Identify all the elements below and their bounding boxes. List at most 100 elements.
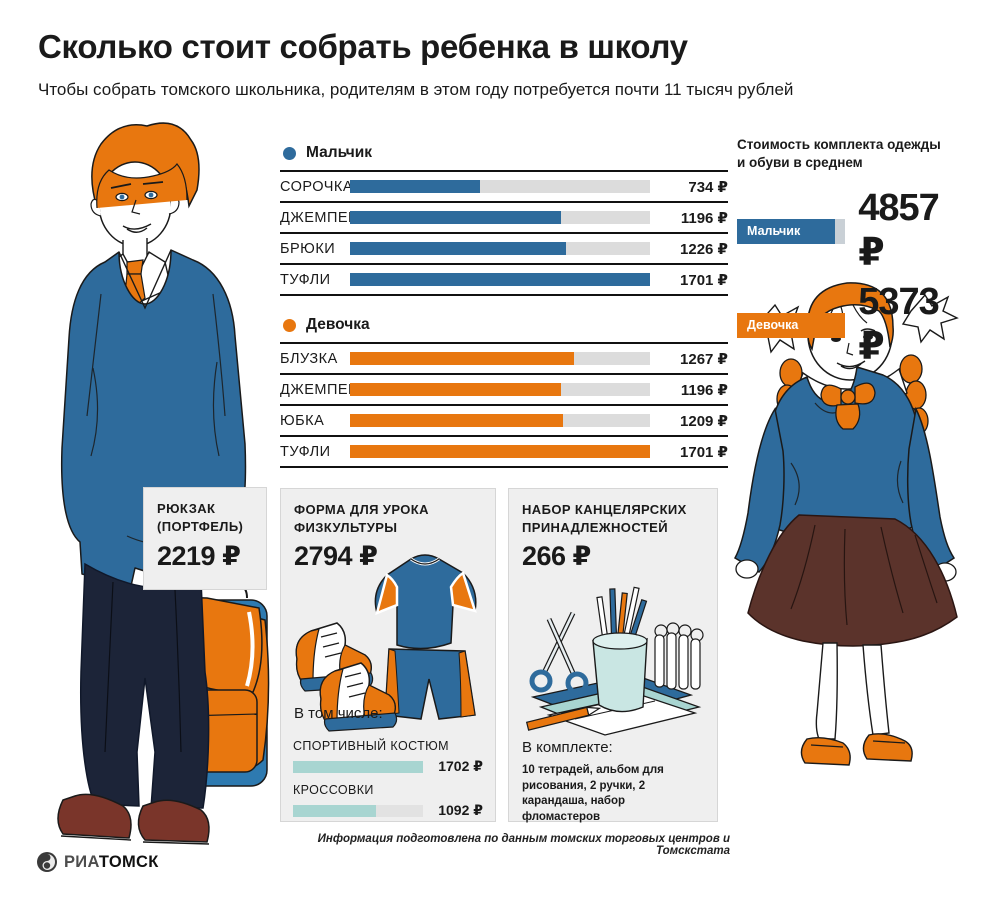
bar-track: [350, 414, 650, 427]
bar-track: [293, 804, 423, 817]
sport-title-line2: ФИЗКУЛЬТУРЫ: [294, 519, 398, 535]
girl-legend: Девочка: [280, 308, 728, 342]
chart-row: ДЖЕМПЕР 1196 ₽: [280, 373, 728, 404]
stationery-title-line2: ПРИНАДЛЕЖНОСТЕЙ: [522, 519, 668, 535]
row-label: ЮБКА: [280, 412, 325, 429]
bar-track: [350, 352, 650, 365]
chart-row: ТУФЛИ 1701 ₽: [280, 435, 728, 468]
row-label: БРЮКИ: [280, 240, 336, 257]
girl-illustration: [733, 282, 959, 766]
girl-legend-dot-icon: [283, 318, 296, 332]
summary-bar-fill-boy: [737, 218, 835, 244]
stationery-kit-items: 10 тетрадей, альбом для рисования, 2 руч…: [522, 764, 664, 823]
row-value: 734 ₽: [688, 178, 728, 196]
girl-legend-label: Девочка: [306, 316, 370, 333]
average-cost-panel: Стоимость комплекта одежды и обуви в сре…: [737, 136, 972, 369]
subrow: 1092 ₽: [293, 802, 483, 819]
row-label: СОРОЧКА: [280, 178, 354, 195]
bar-fill: [293, 804, 377, 817]
bar-track: [350, 211, 650, 224]
summary-value-girl: 5373 ₽: [858, 281, 940, 369]
average-cost-title: Стоимость комплекта одежды и обуви в сре…: [737, 136, 972, 171]
summary-bar-label-boy: Мальчик: [747, 224, 801, 239]
bar-track: [293, 760, 423, 773]
bar-fill: [350, 180, 480, 193]
backpack-title-line1: РЮКЗАК: [157, 501, 216, 516]
stationery-box: НАБОР КАНЦЕЛЯРСКИХ ПРИНАДЛЕЖНОСТЕЙ 266 ₽: [508, 488, 718, 823]
row-value: 1267 ₽: [680, 350, 728, 368]
source-note: Информация подготовлена по данным томски…: [317, 833, 730, 857]
row-value: 1701 ₽: [680, 443, 728, 461]
backpack-price: 2219 ₽: [157, 541, 241, 571]
summary-value-boy: 4857 ₽: [858, 187, 940, 275]
girl-price-chart: Девочка БЛУЗКА 1267 ₽ ДЖЕМПЕР 1196 ₽ ЮБК…: [280, 308, 728, 468]
sport-subchart: СПОРТИВНЫЙ КОСТЮМ 1702 ₽ КРОССОВКИ 1092 …: [293, 731, 483, 819]
bar-fill: [293, 760, 423, 773]
bar-fill: [350, 211, 561, 224]
bar-track: [350, 445, 650, 458]
sport-uniform-illustration: [295, 554, 477, 732]
boy-legend-label: Мальчик: [306, 144, 373, 161]
stationery-price: 266 ₽: [522, 541, 591, 571]
chart-row: ДЖЕМПЕР 1196 ₽: [280, 201, 728, 232]
logo-ria: РИА: [64, 852, 99, 871]
page-title: Сколько стоит собрать ребенка в школу: [38, 28, 688, 65]
row-label: ТУФЛИ: [280, 443, 331, 460]
summary-bar-track: Мальчик: [737, 218, 846, 244]
bar-fill: [350, 242, 567, 255]
chart-row: ЮБКА 1209 ₽: [280, 404, 728, 435]
chart-row: БРЮКИ 1226 ₽: [280, 232, 728, 263]
boy-legend-dot-icon: [283, 146, 296, 160]
row-label: ДЖЕМПЕР: [280, 209, 359, 226]
bar-fill: [350, 383, 561, 396]
row-value: 1701 ₽: [680, 271, 728, 289]
row-value: 1196 ₽: [680, 209, 728, 227]
bar-track: [350, 383, 650, 396]
logo-text: РИАТОМСК: [64, 853, 159, 872]
row-value: 1196 ₽: [680, 381, 728, 399]
summary-row-girl: Девочка 5373 ₽: [737, 281, 972, 369]
ria-logo-icon: [37, 852, 57, 872]
chart-row: БЛУЗКА 1267 ₽: [280, 342, 728, 373]
row-label: ДЖЕМПЕР: [280, 381, 359, 398]
subrow: 1702 ₽: [293, 758, 483, 775]
average-cost-title-line1: Стоимость комплекта одежды: [737, 137, 941, 152]
sport-price: 2794 ₽: [294, 541, 378, 571]
average-cost-title-line2: и обуви в среднем: [737, 154, 863, 170]
stationery-title-line1: НАБОР КАНЦЕЛЯРСКИХ: [522, 502, 687, 517]
summary-bar-track: Девочка: [737, 312, 846, 338]
row-value: 1226 ₽: [680, 240, 728, 258]
stationery-box-title: НАБОР КАНЦЕЛЯРСКИХ ПРИНАДЛЕЖНОСТЕЙ: [522, 501, 687, 536]
bar-fill: [350, 352, 574, 365]
summary-row-boy: Мальчик 4857 ₽: [737, 187, 972, 275]
logo-tomsk: ТОМСК: [98, 852, 159, 871]
sport-title-line1: ФОРМА ДЛЯ УРОКА: [294, 502, 429, 517]
backpack-box-title: РЮКЗАК (ПОРТФЕЛЬ): [157, 500, 243, 535]
subrow-value: 1702 ₽: [438, 758, 483, 774]
subrow-label: КРОССОВКИ: [293, 783, 374, 797]
page-subtitle: Чтобы собрать томского школьника, родите…: [38, 80, 794, 99]
subrow-value: 1092 ₽: [438, 802, 483, 818]
stationery-illustration: [525, 586, 704, 736]
row-label: ТУФЛИ: [280, 271, 331, 288]
boy-legend: Мальчик: [280, 136, 728, 170]
backpack-price-box: РЮКЗАК (ПОРТФЕЛЬ) 2219 ₽: [143, 487, 267, 590]
stationery-kit-title: В комплекте:: [522, 739, 613, 756]
sport-box-title: ФОРМА ДЛЯ УРОКА ФИЗКУЛЬТУРЫ: [294, 501, 429, 536]
summary-bar-fill-girl: [737, 312, 846, 338]
boy-price-chart: Мальчик СОРОЧКА 734 ₽ ДЖЕМПЕР 1196 ₽ БРЮ…: [280, 136, 728, 296]
bar-track: [350, 242, 650, 255]
summary-bar-label-girl: Девочка: [747, 318, 799, 333]
bar-fill: [350, 445, 650, 458]
chart-row: СОРОЧКА 734 ₽: [280, 170, 728, 201]
ria-tomsk-logo: РИАТОМСК: [36, 851, 159, 873]
bar-fill: [350, 414, 564, 427]
chart-row: ТУФЛИ 1701 ₽: [280, 263, 728, 296]
bar-fill: [350, 273, 650, 286]
row-label: БЛУЗКА: [280, 350, 338, 367]
sport-sublist-title: В том числе:: [294, 705, 383, 722]
subrow-label: СПОРТИВНЫЙ КОСТЮМ: [293, 739, 449, 753]
backpack-title-line2: (ПОРТФЕЛЬ): [157, 518, 244, 534]
bar-track: [350, 273, 650, 286]
bar-track: [350, 180, 650, 193]
